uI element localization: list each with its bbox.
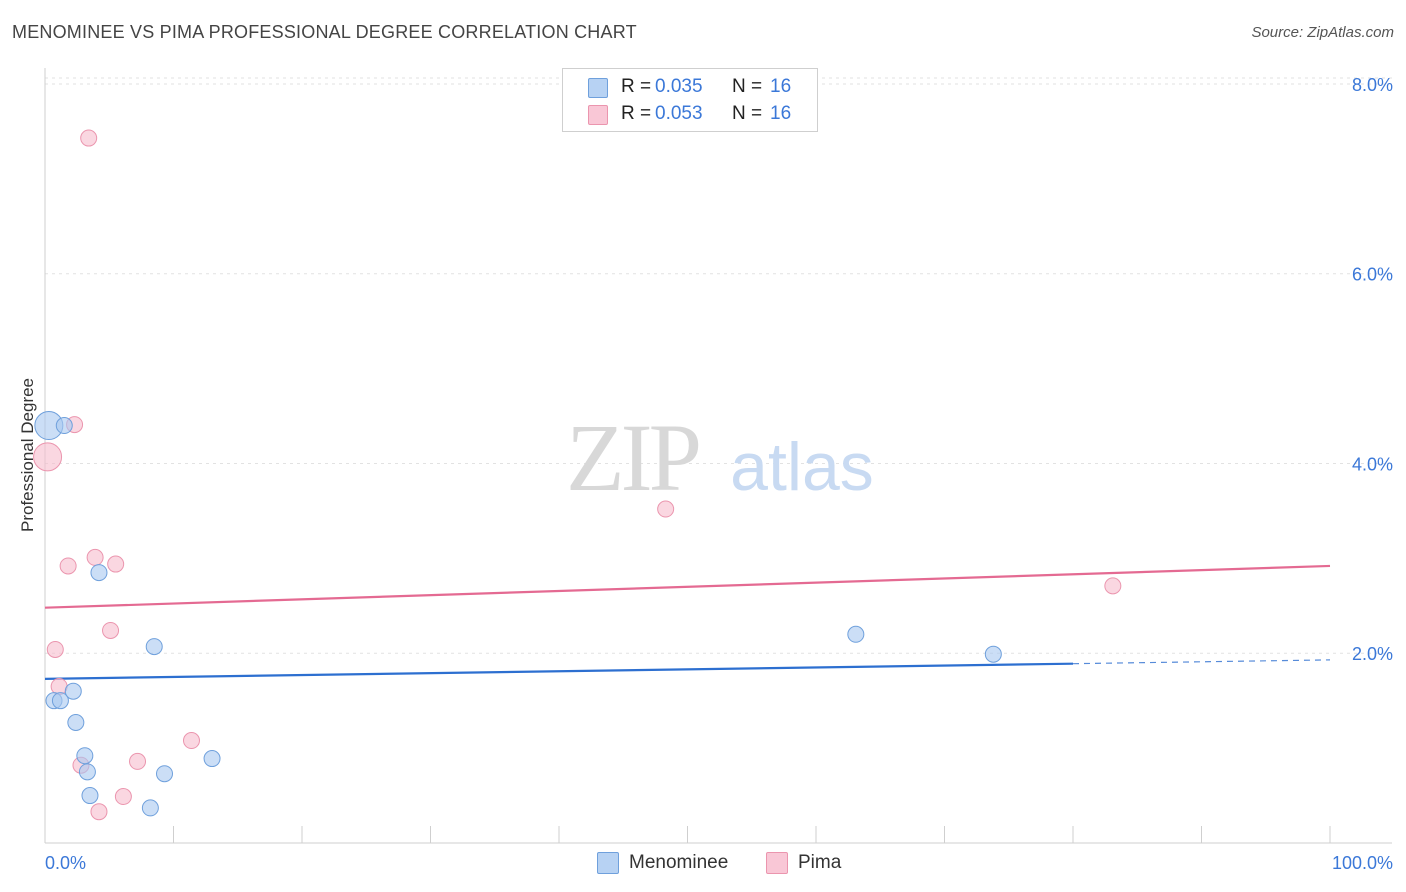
data-point-menominee — [145, 638, 163, 656]
data-point-menominee — [51, 692, 69, 710]
bottom-legend-swatch-menominee — [597, 852, 619, 874]
y-tick-label: 6.0% — [1352, 265, 1393, 285]
bottom-legend-menominee: Menominee — [597, 852, 728, 874]
data-point-pima — [86, 548, 104, 566]
legend-n-label: N = — [732, 76, 763, 97]
legend-r-label: R = — [621, 76, 652, 97]
data-point-pima — [102, 621, 120, 639]
watermark: ZIP atlas — [566, 404, 874, 511]
trend-line-menominee — [44, 662, 1074, 680]
x-tick-label: 0.0% — [45, 853, 86, 873]
legend-r-value: 0.035 — [655, 76, 703, 97]
tick-labels: 2.0% 4.0% 6.0% 8.0% 0.0% 100.0% — [45, 75, 1393, 873]
data-point-pima — [114, 788, 132, 806]
y-tick-label: 4.0% — [1352, 454, 1393, 474]
bottom-legend-label-menominee: Menominee — [629, 852, 729, 873]
data-point-pima — [50, 677, 68, 695]
axes — [44, 68, 1392, 844]
data-point-pima — [90, 803, 108, 821]
data-point-pima — [182, 732, 200, 750]
bottom-legend-swatch-pima — [766, 852, 788, 874]
legend-n-label: N = — [732, 103, 763, 124]
y-tick-label: 2.0% — [1352, 644, 1393, 664]
trend-lines — [44, 564, 1331, 680]
gridlines — [45, 77, 1392, 654]
legend-swatch-pima — [588, 105, 608, 125]
x-tick-label: 100.0% — [1332, 853, 1393, 873]
bottom-legend-label-pima: Pima — [798, 852, 842, 873]
data-point-menominee — [847, 625, 865, 643]
watermark-zip: ZIP — [566, 404, 699, 511]
data-point-pima — [129, 752, 147, 770]
bottom-legend-pima: Pima — [766, 852, 841, 874]
data-point-menominee — [81, 787, 99, 805]
data-point-pima — [1104, 577, 1122, 595]
data-point-pima — [59, 557, 77, 575]
trend-line-pima — [44, 564, 1331, 609]
legend: R = 0.035 N = 16 R = 0.053 N = 16 — [562, 68, 818, 132]
data-point-menominee — [55, 417, 73, 435]
data-point-pima — [80, 129, 98, 147]
data-point-pima — [657, 500, 675, 518]
data-point-menominee — [141, 799, 159, 817]
legend-swatch-menominee — [588, 78, 608, 98]
source-label: Source: ZipAtlas.com — [1251, 24, 1394, 41]
data-point-menominee — [203, 750, 221, 768]
y-tick-label: 8.0% — [1352, 75, 1393, 95]
data-point-menominee — [78, 763, 96, 781]
data-point-pima — [46, 640, 64, 658]
legend-r-label: R = — [621, 103, 652, 124]
data-point-pima — [107, 555, 125, 573]
data-point-menominee — [67, 714, 85, 732]
data-point-menominee — [156, 765, 174, 783]
watermark-atlas: atlas — [730, 429, 874, 505]
data-point-pima — [33, 442, 63, 472]
legend-n-value: 16 — [770, 76, 792, 97]
legend-r-value: 0.053 — [655, 103, 703, 124]
data-point-menominee — [984, 645, 1002, 663]
data-point-menominee — [90, 564, 108, 582]
data-point-menominee — [76, 747, 94, 765]
chart-title: MENOMINEE VS PIMA PROFESSIONAL DEGREE CO… — [12, 22, 637, 42]
data-points — [33, 129, 1122, 821]
trend-line-extension-menominee — [1072, 659, 1331, 665]
legend-n-value: 16 — [770, 103, 792, 124]
data-point-menominee — [64, 682, 82, 700]
